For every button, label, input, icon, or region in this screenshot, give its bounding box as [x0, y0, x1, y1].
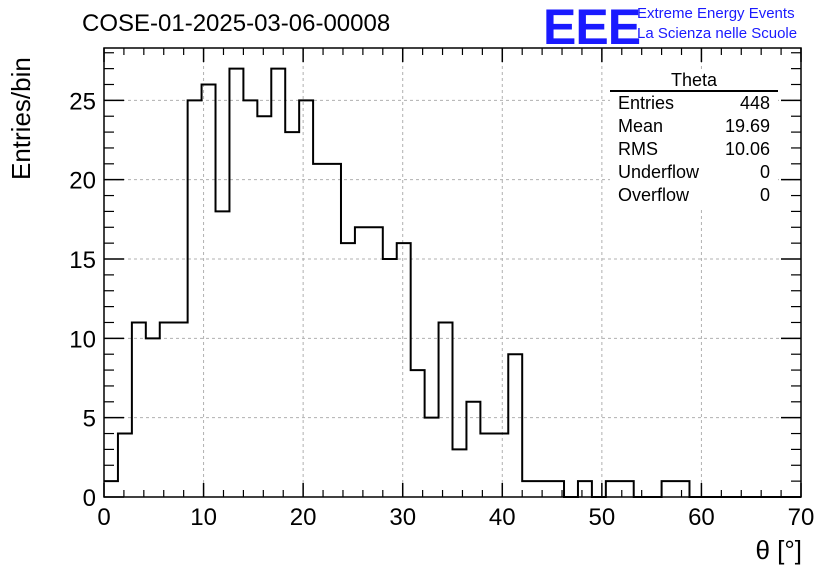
x-tick-label: 70	[788, 504, 815, 531]
x-tick-label: 40	[489, 504, 516, 531]
y-tick-label: 25	[69, 88, 96, 115]
stats-label: Entries	[618, 93, 675, 113]
stats-title: Theta	[610, 70, 778, 92]
x-tick-label: 50	[589, 504, 616, 531]
x-tick-label: 0	[97, 504, 110, 531]
y-tick-label: 10	[69, 326, 96, 353]
y-tick-label: 15	[69, 247, 96, 274]
x-tick-label: 60	[688, 504, 715, 531]
stats-label: RMS	[618, 139, 658, 159]
stats-row-entries: Entries 448	[610, 92, 778, 115]
stats-value: 448	[739, 93, 770, 113]
stats-label: Overflow	[618, 185, 690, 205]
logo-line-2: La Scienza nelle Scuole	[637, 25, 798, 42]
y-tick-label: 0	[83, 485, 96, 512]
stats-box: Theta Entries 448 Mean 19.69 RMS 10.06 U…	[610, 70, 778, 207]
stats-value: 19.69	[724, 116, 770, 136]
stats-row-overflow: Overflow 0	[610, 184, 778, 207]
logo-line-1: Extreme Energy Events	[637, 5, 795, 22]
y-tick-label: 5	[83, 406, 96, 433]
eee-logo: EEE	[543, 0, 641, 55]
x-tick-labels: 0 10 20 30 40 50 60 70	[97, 504, 814, 531]
y-tick-labels: 0 5 10 15 20 25	[69, 88, 96, 512]
x-tick-label: 20	[290, 504, 317, 531]
y-axis-label: Entries/bin	[6, 57, 36, 180]
stats-row-rms: RMS 10.06	[610, 138, 778, 161]
stats-value: 10.06	[724, 139, 770, 159]
x-tick-label: 10	[190, 504, 217, 531]
stats-value: 0	[759, 185, 770, 205]
y-tick-label: 20	[69, 168, 96, 195]
x-tick-label: 30	[389, 504, 416, 531]
stats-label: Mean	[618, 116, 664, 136]
stats-value: 0	[759, 162, 770, 182]
plot-frame	[103, 47, 802, 498]
stats-label: Underflow	[618, 162, 700, 182]
chart-title: COSE-01-2025-03-06-00008	[82, 10, 391, 37]
x-axis-label: θ [°]	[755, 535, 802, 565]
stats-row-mean: Mean 19.69	[610, 115, 778, 138]
stats-row-underflow: Underflow 0	[610, 161, 778, 184]
